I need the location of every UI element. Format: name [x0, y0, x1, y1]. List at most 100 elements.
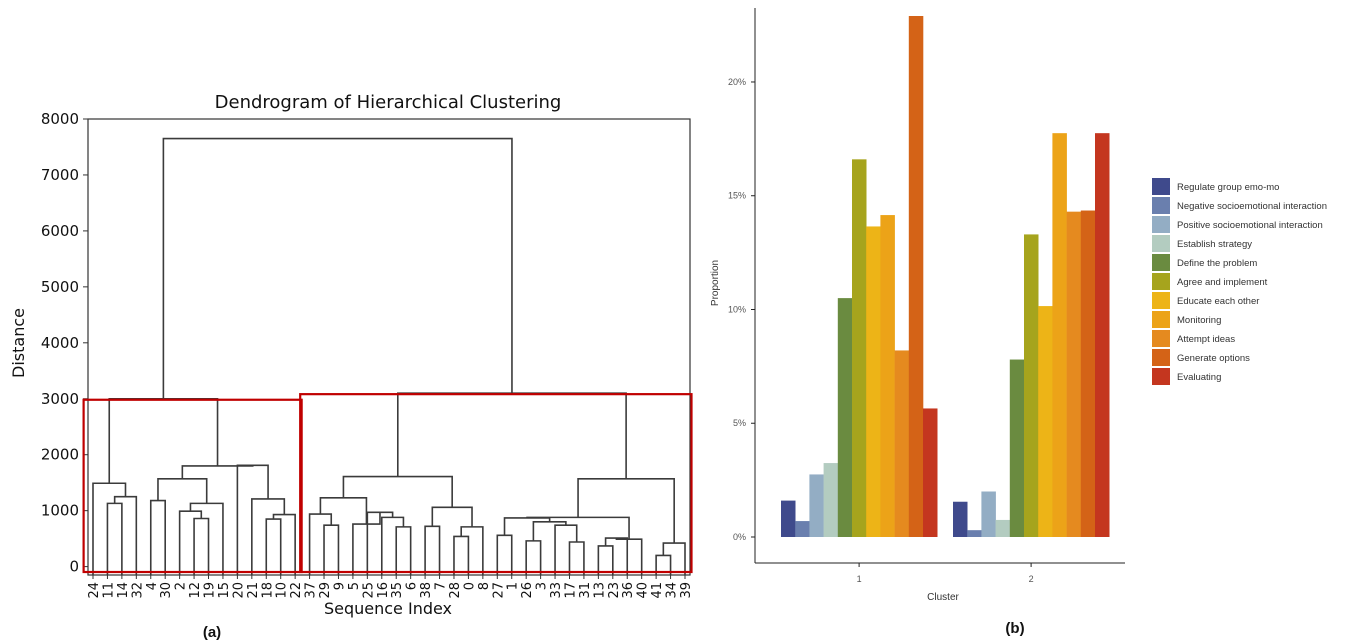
dendrogram-x-axis-title: Sequence Index [324, 599, 452, 618]
dendrogram-leaf-label: 36 [621, 582, 636, 599]
dendrogram-link [532, 521, 567, 541]
dendrogram-link [460, 526, 484, 575]
dendrogram-link [395, 526, 412, 575]
dendrogram-leaf-label: 15 [217, 582, 232, 599]
legend-swatch [1152, 292, 1170, 309]
legend-swatch [1152, 254, 1170, 271]
dendrogram-leaf-labels: 24 11 14 32 4 30 2 12 19 15 20 21 18 10 22 37 29 9 5 25 16 35… [87, 575, 694, 599]
dendrogram-leaf-label: 13 [592, 582, 607, 599]
legend-label: Regulate group emo-mo [1177, 182, 1279, 193]
panel-b-label: (b) [1005, 620, 1024, 637]
legend-swatch [1152, 349, 1170, 366]
dendrogram-link [272, 513, 296, 575]
legend-label: Agree and implement [1177, 277, 1268, 288]
cluster-highlight-box [299, 393, 693, 574]
legend-label: Positive socioemotional interaction [1177, 220, 1323, 231]
dendrogram-leaf-label: 4 [145, 582, 160, 590]
dendrogram-link [236, 464, 269, 575]
cluster-highlight-box [82, 398, 303, 574]
bar-chart-y-axis-title: Proportion [710, 260, 721, 306]
legend-label: Define the problem [1177, 258, 1257, 269]
dendrogram-link [189, 502, 224, 575]
dendrogram-link [178, 510, 203, 575]
legend-swatch [1152, 216, 1170, 233]
dendrogram-y-tick-label: 5000 [41, 278, 79, 296]
bar [1009, 359, 1025, 537]
bar [837, 298, 853, 537]
legend-label: Monitoring [1177, 315, 1221, 326]
bar [995, 519, 1011, 537]
dendrogram-leaf-label: 10 [275, 582, 290, 599]
bar [880, 215, 895, 537]
dendrogram-leaf-label: 40 [636, 582, 651, 599]
bar-chart-bars [781, 16, 1110, 538]
dendrogram-link [323, 524, 340, 575]
dendrogram-leaf-label: 2 [174, 582, 189, 590]
dendrogram-link [615, 538, 643, 575]
dendrogram-links [92, 137, 686, 575]
bar-chart-x-tick-label: 1 [857, 574, 862, 584]
dendrogram-link [577, 477, 675, 544]
bar [852, 159, 867, 537]
bar [823, 463, 839, 537]
bar-chart-y-tick-label: 15% [728, 191, 746, 201]
dendrogram-leaf-label: 16 [376, 582, 391, 599]
dendrogram-y-tick-label: 2000 [41, 446, 79, 464]
dendrogram-leaf-label: 9 [332, 582, 347, 590]
bar [795, 521, 810, 537]
dendrogram-leaf-label: 12 [188, 582, 203, 599]
dendrogram-link [319, 496, 368, 525]
dendrogram-leaf-label: 20 [231, 582, 246, 599]
legend-label: Negative socioemotional interaction [1177, 201, 1327, 212]
legend-swatch [1152, 178, 1170, 195]
bar-chart-legend: Regulate group emo-mo Negative socioemoti… [1152, 178, 1327, 385]
dendrogram-link [193, 517, 210, 575]
dendrogram-leaf-label: 3 [535, 582, 550, 590]
dendrogram-leaf-label: 32 [130, 582, 145, 599]
dendrogram-link [149, 499, 166, 575]
bar [1038, 306, 1053, 537]
dendrogram-link [181, 465, 254, 479]
dendrogram-title: Dendrogram of Hierarchical Clustering [215, 92, 562, 113]
bar [1080, 210, 1096, 537]
dendrogram-leaf-label: 27 [491, 582, 506, 599]
bar-chart-y-tick-label: 0% [733, 532, 746, 542]
dendrogram-link [597, 545, 614, 575]
bar [1024, 234, 1039, 538]
bar [894, 350, 910, 537]
legend-swatch [1152, 330, 1170, 347]
dendrogram-leaf-label: 38 [419, 582, 434, 599]
legend-label: Evaluating [1177, 372, 1221, 383]
bar-chart-y-tick-label: 10% [728, 304, 746, 314]
legend-swatch [1152, 273, 1170, 290]
dendrogram-leaf-label: 19 [203, 582, 218, 599]
dendrogram-link [431, 506, 473, 527]
legend-label: Educate each other [1177, 296, 1259, 307]
bar [866, 226, 881, 537]
legend-label: Generate options [1177, 353, 1250, 364]
dendrogram-leaf-label: 30 [159, 582, 174, 599]
dendrogram-link [604, 537, 629, 575]
dendrogram-link [662, 542, 686, 575]
dendrogram-leaf-label: 28 [448, 582, 463, 599]
dendrogram-leaf-label: 33 [549, 582, 564, 599]
dendrogram-y-tick-label: 4000 [41, 334, 79, 352]
bar-chart-y-tick-label: 20% [728, 77, 746, 87]
dendrogram-leaf-label: 0 [462, 582, 477, 590]
dendrogram-leaf-label: 31 [578, 582, 593, 599]
dendrogram-panel: Dendrogram of Hierarchical Clustering 0 1… [9, 92, 694, 641]
dendrogram-leaf-label: 41 [650, 582, 665, 599]
dendrogram-leaf-label: 8 [477, 582, 492, 590]
dendrogram-link [265, 518, 282, 575]
bar [923, 408, 938, 537]
dendrogram-y-tick-label: 6000 [41, 222, 79, 240]
dendrogram-leaf-label: 17 [563, 582, 578, 599]
bar [1095, 133, 1110, 537]
bar [781, 500, 796, 537]
dendrogram-link [106, 502, 123, 575]
dendrogram-leaf-label: 23 [607, 582, 622, 599]
dendrogram-link [157, 477, 208, 504]
dendrogram-link [251, 498, 286, 575]
